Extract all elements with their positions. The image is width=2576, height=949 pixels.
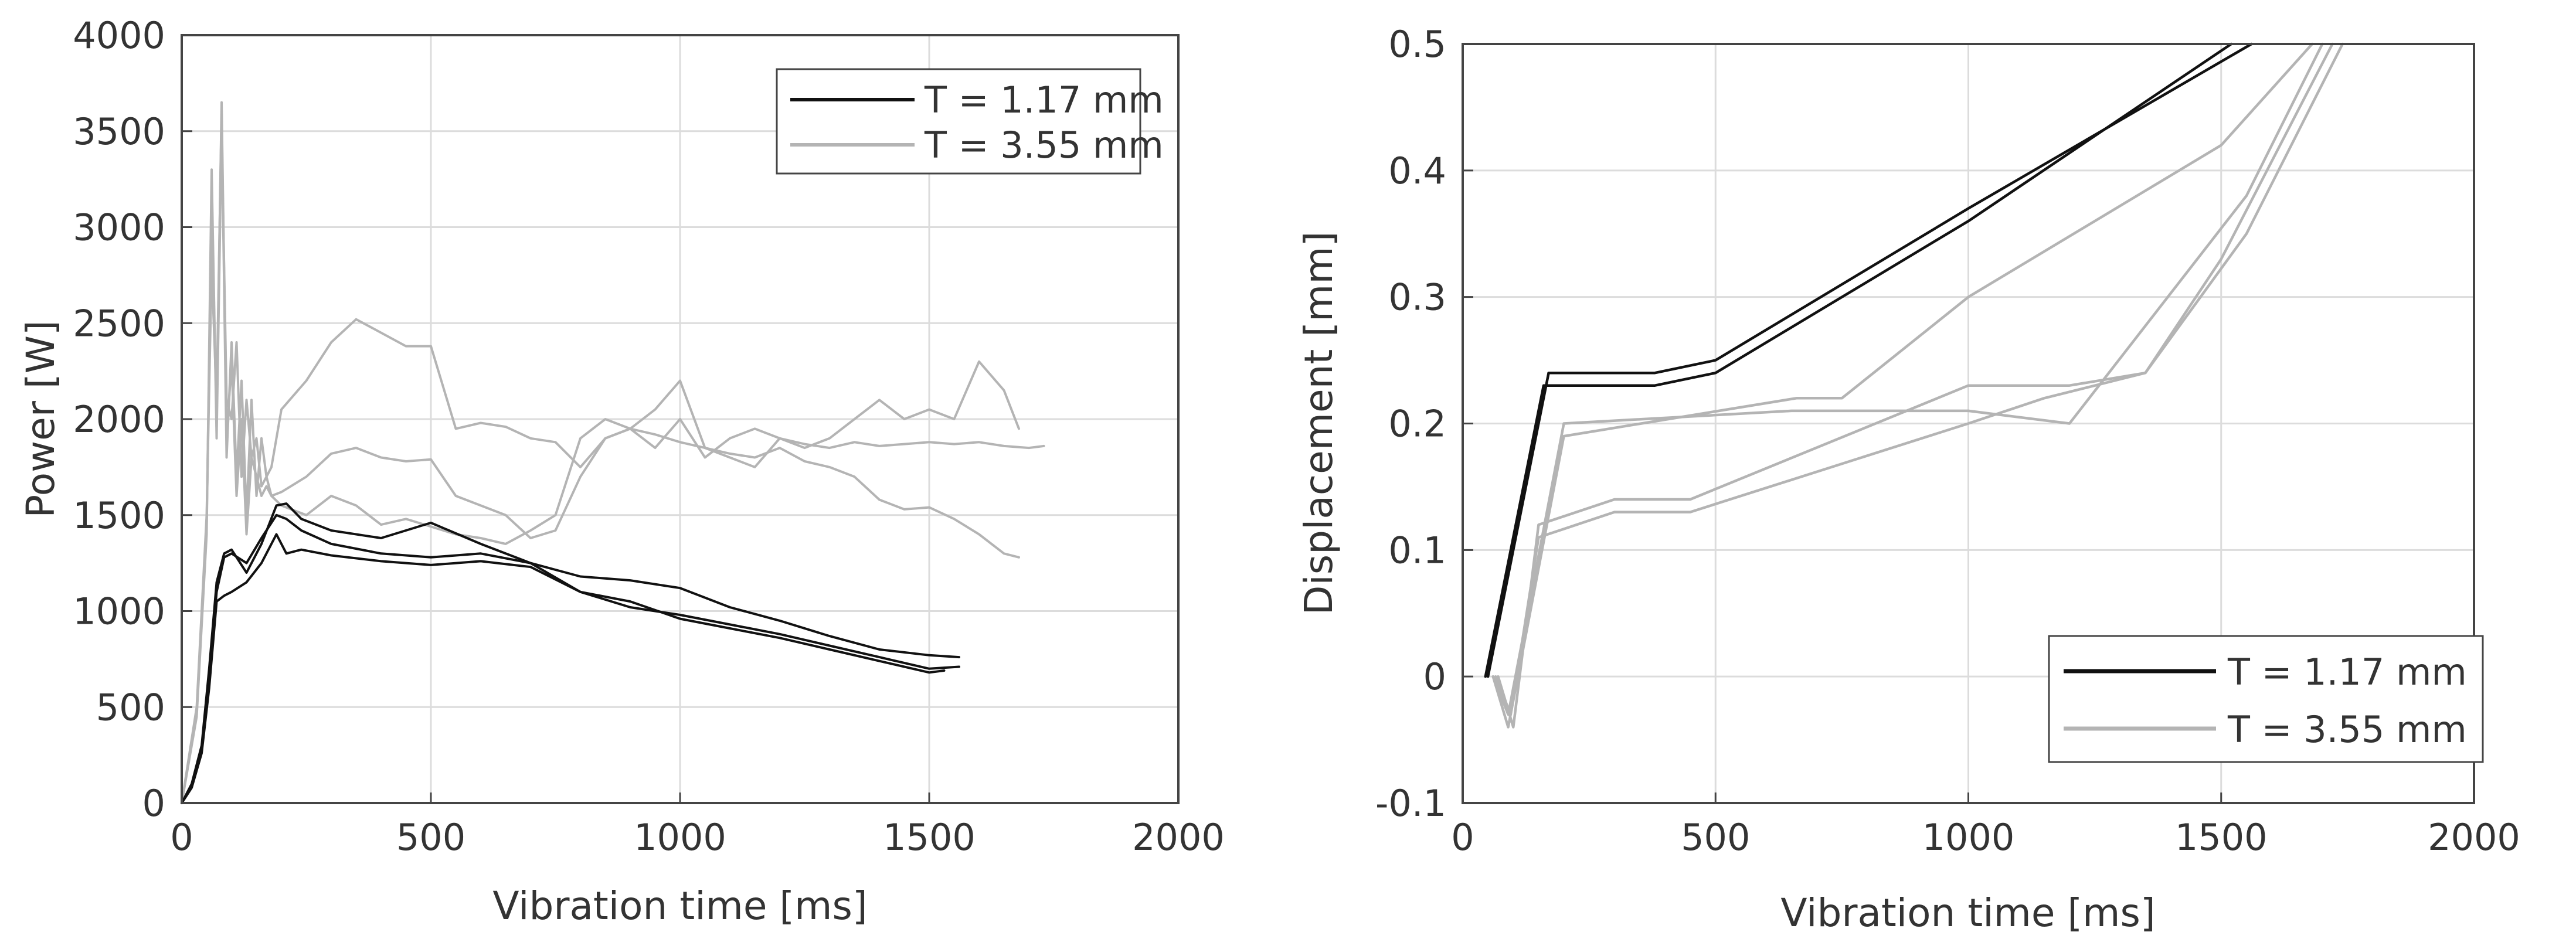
power-legend-label-1: T = 1.17 mm bbox=[924, 79, 1164, 121]
displacement-y-tick-label: 0.3 bbox=[1388, 276, 1446, 319]
displacement-chart: 0 500 1000 1500 2000-0.100.10.20.30.40.5 Vib… bbox=[1296, 23, 2520, 936]
power-x-tick-label: 1500 bbox=[883, 816, 976, 859]
power-legend: T = 1.17 mm T = 3.55 mm bbox=[776, 68, 1164, 175]
displacement-x-tick-label: 0 bbox=[1451, 816, 1474, 859]
power-series-line-5 bbox=[181, 130, 1020, 804]
displacement-y-tick-label: 0 bbox=[1423, 655, 1446, 698]
power-y-tick-label: 3000 bbox=[73, 206, 165, 249]
displacement-tick-labels: 0 500 1000 1500 2000-0.100.10.20.30.40.5 bbox=[1375, 23, 2520, 859]
displacement-series-line-1 bbox=[1486, 42, 2253, 678]
power-x-tick-label: 2000 bbox=[1132, 816, 1225, 859]
power-y-tick-label: 3500 bbox=[73, 110, 165, 153]
displacement-y-axis-label: Displacement [mm] bbox=[1296, 232, 1341, 615]
power-y-tick-label: 4000 bbox=[73, 14, 165, 57]
power-y-tick-label: 2000 bbox=[73, 398, 165, 441]
power-y-tick-label: 1500 bbox=[73, 494, 165, 537]
power-legend-box bbox=[776, 68, 1141, 175]
power-series-line-3 bbox=[181, 533, 946, 804]
power-series bbox=[181, 101, 1045, 804]
power-x-tick-label: 500 bbox=[396, 816, 465, 859]
power-y-tick-label: 1000 bbox=[73, 590, 165, 633]
power-x-tick-label: 0 bbox=[170, 816, 193, 859]
power-y-axis-label: Power [W] bbox=[18, 320, 63, 518]
displacement-y-tick-label: 0.4 bbox=[1388, 149, 1446, 192]
displacement-legend-box bbox=[2048, 635, 2484, 763]
displacement-legend-label-1: T = 1.17 mm bbox=[2227, 651, 2467, 693]
power-x-axis-label: Vibration time [ms] bbox=[492, 883, 867, 928]
displacement-series-line-6 bbox=[1494, 42, 2334, 716]
power-series-line-2 bbox=[181, 513, 960, 804]
power-y-tick-label: 500 bbox=[96, 686, 165, 729]
displacement-x-axis-label: Vibration time [ms] bbox=[1780, 890, 2155, 936]
displacement-legend-label-2: T = 3.55 mm bbox=[2227, 708, 2467, 751]
displacement-y-tick-label: 0.1 bbox=[1388, 529, 1446, 572]
displacement-x-tick-label: 500 bbox=[1681, 816, 1750, 859]
power-chart: 0 500 1000 1500 2000 0 500 1000 1500 2000 2500 3000… bbox=[18, 14, 1225, 928]
displacement-y-tick-label: 0.5 bbox=[1388, 23, 1446, 66]
power-series-line-1 bbox=[181, 502, 960, 804]
displacement-y-tick-label: 0.2 bbox=[1388, 403, 1446, 445]
power-x-tick-label: 1000 bbox=[634, 816, 726, 859]
power-y-tick-label: 2500 bbox=[73, 302, 165, 345]
power-y-tick-label: 0 bbox=[142, 782, 165, 825]
displacement-x-tick-label: 1500 bbox=[2175, 816, 2268, 859]
displacement-series-line-2 bbox=[1484, 42, 2233, 678]
power-legend-label-2: T = 3.55 mm bbox=[924, 124, 1164, 166]
power-tick-labels: 0 500 1000 1500 2000 0 500 1000 1500 2000 2500 3000… bbox=[73, 14, 1225, 859]
displacement-y-tick-label: -0.1 bbox=[1375, 782, 1446, 825]
displacement-series bbox=[1484, 42, 2344, 729]
displacement-x-tick-label: 1000 bbox=[1922, 816, 2015, 859]
displacement-x-tick-label: 2000 bbox=[2428, 816, 2520, 859]
displacement-legend: T = 1.17 mm T = 3.55 mm bbox=[2048, 635, 2484, 763]
